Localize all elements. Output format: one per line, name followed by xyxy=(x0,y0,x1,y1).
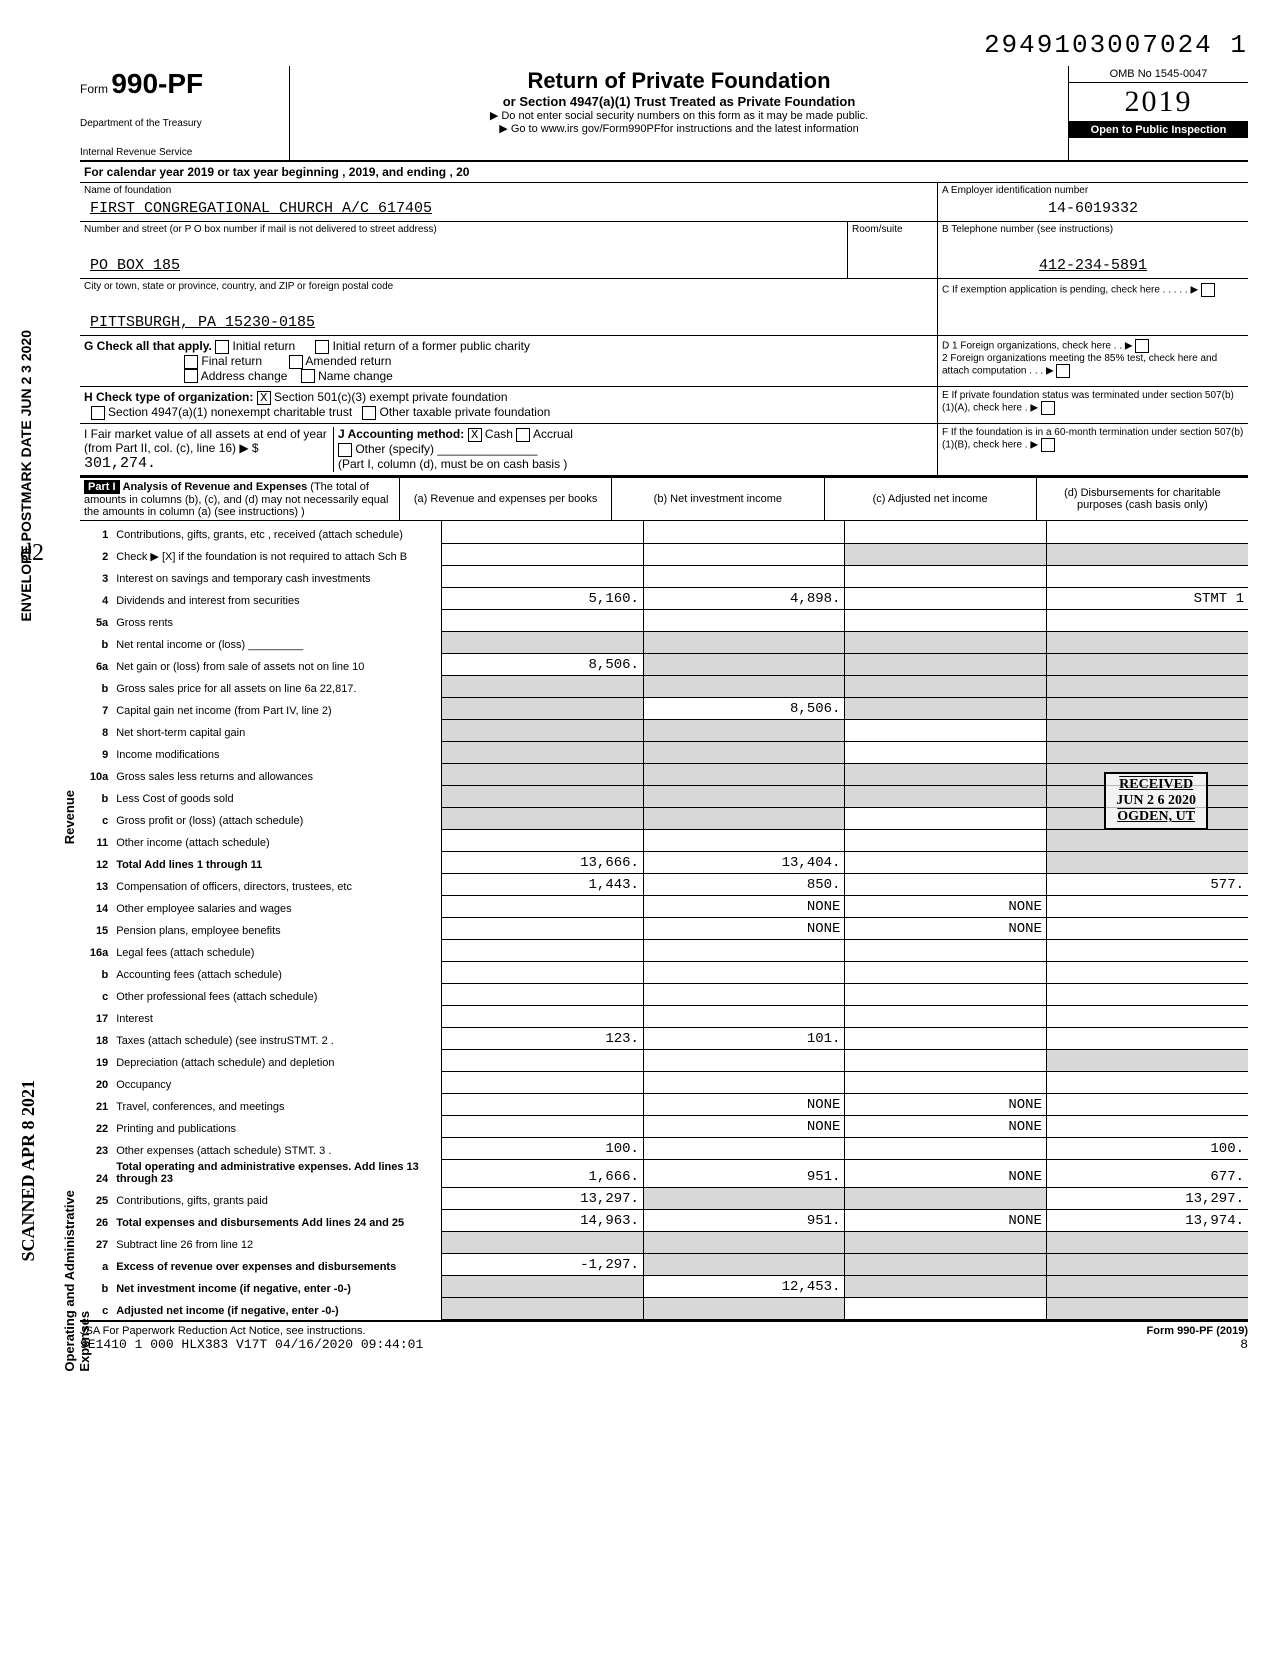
room-label: Room/suite xyxy=(848,222,937,237)
city-label: City or town, state or province, country… xyxy=(80,279,937,294)
table-row: 21Travel, conferences, and meetingsNONEN… xyxy=(80,1093,1248,1115)
e-label: E If private foundation status was termi… xyxy=(942,390,1234,414)
side-expenses-label: Operating and Administrative Expenses xyxy=(62,1180,92,1372)
table-row: 12Total Add lines 1 through 1113,666.13,… xyxy=(80,851,1248,873)
j-cash-checkbox[interactable]: X xyxy=(468,428,482,442)
table-row: 14Other employee salaries and wagesNONEN… xyxy=(80,895,1248,917)
name-label: Name of foundation xyxy=(80,183,937,198)
j-other-checkbox[interactable] xyxy=(338,443,352,457)
f-label: F If the foundation is in a 60-month ter… xyxy=(942,427,1243,451)
received-stamp: RECEIVED JUN 2 6 2020 OGDEN, UT xyxy=(1104,772,1208,830)
g-former-checkbox[interactable] xyxy=(315,340,329,354)
hand-annotation: d2 xyxy=(20,540,44,567)
j-label: J Accounting method: xyxy=(338,427,464,441)
ein-label: A Employer identification number xyxy=(938,183,1248,198)
col-a-header: (a) Revenue and expenses per books xyxy=(400,478,612,520)
table-row: bNet investment income (if negative, ent… xyxy=(80,1275,1248,1297)
calendar-year-row: For calendar year 2019 or tax year begin… xyxy=(80,162,1248,183)
d2-label: 2 Foreign organizations meeting the 85% … xyxy=(942,353,1217,377)
form-title: Return of Private Foundation or Section … xyxy=(290,66,1068,160)
table-row: 1Contributions, gifts, grants, etc , rec… xyxy=(80,521,1248,543)
foundation-name: FIRST CONGREGATIONAL CHURCH A/C 617405 xyxy=(80,198,937,221)
table-row: 6aNet gain or (loss) from sale of assets… xyxy=(80,653,1248,675)
c-checkbox[interactable] xyxy=(1201,283,1215,297)
side-revenue-label: Revenue xyxy=(62,790,77,844)
address-label: Number and street (or P O box number if … xyxy=(80,222,847,237)
table-row: 20Occupancy xyxy=(80,1071,1248,1093)
table-row: 3Interest on savings and temporary cash … xyxy=(80,565,1248,587)
j-accrual-checkbox[interactable] xyxy=(516,428,530,442)
footer-left: JSA For Paperwork Reduction Act Notice, … xyxy=(80,1325,366,1337)
table-row: bLess Cost of goods sold xyxy=(80,785,1248,807)
year-box: OMB No 1545-0047 2019 Open to Public Ins… xyxy=(1068,66,1248,160)
i-label: I Fair market value of all assets at end… xyxy=(84,427,327,455)
table-row: cAdjusted net income (if negative, enter… xyxy=(80,1297,1248,1319)
table-row: 4Dividends and interest from securities5… xyxy=(80,587,1248,609)
c-exemption-label: C If exemption application is pending, c… xyxy=(942,285,1160,296)
h-other-checkbox[interactable] xyxy=(362,406,376,420)
table-row: 15Pension plans, employee benefitsNONENO… xyxy=(80,917,1248,939)
col-c-header: (c) Adjusted net income xyxy=(825,478,1037,520)
f-checkbox[interactable] xyxy=(1041,438,1055,452)
e-checkbox[interactable] xyxy=(1041,401,1055,415)
part1-description: Part I Analysis of Revenue and Expenses … xyxy=(80,478,400,520)
table-row: 19Depreciation (attach schedule) and dep… xyxy=(80,1049,1248,1071)
d1-checkbox[interactable] xyxy=(1135,339,1149,353)
table-row: 23Other expenses (attach schedule) STMT.… xyxy=(80,1137,1248,1159)
margin-scanned: SCANNED APR 8 2021 xyxy=(18,1080,39,1262)
table-row: 24Total operating and administrative exp… xyxy=(80,1159,1248,1187)
table-row: cOther professional fees (attach schedul… xyxy=(80,983,1248,1005)
g-final-checkbox[interactable] xyxy=(184,355,198,369)
table-row: 8Net short-term capital gain xyxy=(80,719,1248,741)
g-address-checkbox[interactable] xyxy=(184,369,198,383)
table-row: 27Subtract line 26 from line 12 xyxy=(80,1231,1248,1253)
form-number-box: Form 990-PF Department of the Treasury I… xyxy=(80,66,290,160)
table-row: 11Other income (attach schedule) xyxy=(80,829,1248,851)
tel-label: B Telephone number (see instructions) xyxy=(938,222,1248,237)
table-row: bNet rental income or (loss) _________ xyxy=(80,631,1248,653)
col-d-header: (d) Disbursements for charitable purpose… xyxy=(1037,478,1248,520)
table-row: aExcess of revenue over expenses and dis… xyxy=(80,1253,1248,1275)
h-label: H Check type of organization: xyxy=(84,390,253,404)
table-row: cGross profit or (loss) (attach schedule… xyxy=(80,807,1248,829)
table-row: 2Check ▶ [X] if the foundation is not re… xyxy=(80,543,1248,565)
table-row: 9Income modifications xyxy=(80,741,1248,763)
table-row: 25Contributions, gifts, grants paid13,29… xyxy=(80,1187,1248,1209)
document-id: 2949103007024 1 xyxy=(80,30,1248,60)
table-row: 26Total expenses and disbursements Add l… xyxy=(80,1209,1248,1231)
h-501c3-checkbox[interactable]: X xyxy=(257,391,271,405)
table-row: 22Printing and publicationsNONENONE xyxy=(80,1115,1248,1137)
table-row: 13Compensation of officers, directors, t… xyxy=(80,873,1248,895)
d1-label: D 1 Foreign organizations, check here xyxy=(942,341,1111,352)
address-value: PO BOX 185 xyxy=(80,255,847,278)
table-row: bAccounting fees (attach schedule) xyxy=(80,961,1248,983)
g-name-checkbox[interactable] xyxy=(301,369,315,383)
ein-value: 14-6019332 xyxy=(938,198,1248,221)
table-row: 18Taxes (attach schedule) (see instruSTM… xyxy=(80,1027,1248,1049)
table-row: 5aGross rents xyxy=(80,609,1248,631)
j-note: (Part I, column (d), must be on cash bas… xyxy=(338,457,567,471)
g-amended-checkbox[interactable] xyxy=(289,355,303,369)
g-initial-checkbox[interactable] xyxy=(215,340,229,354)
i-value: 301,274. xyxy=(84,455,156,472)
city-value: PITTSBURGH, PA 15230-0185 xyxy=(80,312,937,335)
footer-mid: 9E1410 1 000 HLX383 V17T 04/16/2020 09:4… xyxy=(80,1337,423,1352)
h-4947-checkbox[interactable] xyxy=(91,406,105,420)
footer-right: Form 990-PF (2019) xyxy=(1147,1325,1248,1337)
d2-checkbox[interactable] xyxy=(1056,364,1070,378)
table-row: 10aGross sales less returns and allowanc… xyxy=(80,763,1248,785)
col-b-header: (b) Net investment income xyxy=(612,478,824,520)
table-row: 17Interest xyxy=(80,1005,1248,1027)
table-row: bGross sales price for all assets on lin… xyxy=(80,675,1248,697)
g-label: G Check all that apply. xyxy=(84,339,212,353)
tel-value: 412-234-5891 xyxy=(938,255,1248,278)
part1-table: 1Contributions, gifts, grants, etc , rec… xyxy=(80,521,1248,1320)
table-row: 16aLegal fees (attach schedule) xyxy=(80,939,1248,961)
table-row: 7Capital gain net income (from Part IV, … xyxy=(80,697,1248,719)
footer-page: 8 xyxy=(1240,1337,1248,1352)
margin-postmark: ENVELOPE POSTMARK DATE JUN 2 3 2020 xyxy=(18,330,34,621)
